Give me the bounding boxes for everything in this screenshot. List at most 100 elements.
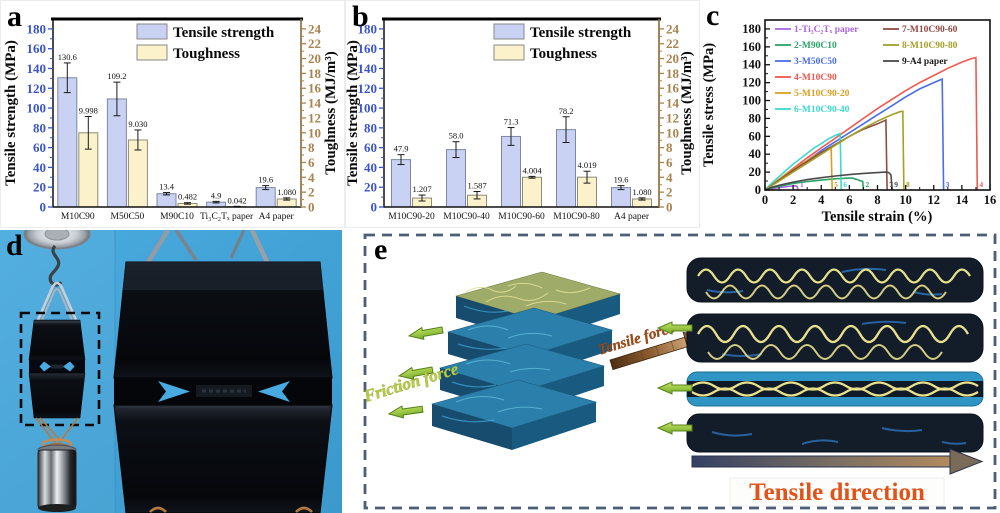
tick-label: 12 <box>928 193 941 207</box>
panel-label-c: c <box>706 0 720 32</box>
panel-label-d: d <box>6 229 23 262</box>
tick-label: 0 <box>371 200 378 215</box>
legend-label-strength: Tensile strength <box>530 25 632 41</box>
mechanism-schematic: Friction force Tensile force <box>362 233 997 510</box>
tick-label: 0 <box>666 200 673 215</box>
y-axis-label-right-a: Toughness (MJ/m³) <box>323 51 339 175</box>
value-label: 9.030 <box>128 119 147 129</box>
legend-label: 2-M90C10 <box>794 41 837 51</box>
legend-label: 9-A4 paper <box>902 57 948 67</box>
value-label: 1.587 <box>467 181 486 191</box>
line-chart-c: 1 2 3 45 6 7 890 2 4 6 8 10 12 14 16020406080100120140… <box>701 19 997 225</box>
tick-label: 14 <box>308 96 322 111</box>
series-end-number: 6 <box>843 180 847 189</box>
legend-label-toughness: Toughness <box>530 46 597 62</box>
tick-label: 22 <box>308 36 321 51</box>
hook-icon <box>48 244 63 287</box>
panel-e-schematic: e <box>362 232 998 511</box>
tick-label: 20 <box>749 165 762 179</box>
tick-label: 24 <box>666 21 680 36</box>
tick-label: 6 <box>846 193 852 207</box>
tick-label: 6 <box>666 155 673 170</box>
layer-stack <box>387 271 622 450</box>
tick-label: 60 <box>33 140 46 155</box>
tick-label: 8 <box>666 140 673 155</box>
tick-label: 16 <box>984 193 997 207</box>
tick-label: 180 <box>27 21 47 36</box>
sample-notch-right-large <box>258 381 290 402</box>
tick-label: 4 <box>666 170 673 185</box>
tick-label: 40 <box>749 147 762 161</box>
copper-string-bits <box>149 506 313 513</box>
tick-label: 0 <box>40 200 47 215</box>
slab-bottom <box>430 379 598 450</box>
legend-label: 4-M10C90 <box>794 73 837 83</box>
tick-label: 8 <box>308 140 315 155</box>
y-axis-label-left-b: Tensile strength (MPa) <box>346 40 361 186</box>
handle-wire-left-2 <box>174 230 198 261</box>
value-label: 19.6 <box>258 175 273 185</box>
value-label: 4.9 <box>211 190 222 200</box>
strip-2 <box>686 313 984 363</box>
series-end-number: 2 <box>865 180 869 189</box>
tick-label: 10 <box>899 193 912 207</box>
tick-label: 2 <box>790 193 796 207</box>
highlight-dashed-box <box>19 311 101 427</box>
handle-wire-right-2 <box>229 230 246 259</box>
value-label: 1.080 <box>632 187 651 197</box>
plot-area: 47.9 1.207 M10C90-20 58.0 1.587 M10C90-40 71.3… <box>388 106 652 222</box>
tick-label: 10 <box>308 125 321 140</box>
legend-label: 6-M10C90-40 <box>794 105 850 115</box>
tensile-direction-label: Tensile direction <box>749 479 925 506</box>
series-line <box>764 56 979 191</box>
bar-strength <box>446 149 466 208</box>
tick-label: 20 <box>364 180 377 195</box>
value-label: 109.2 <box>107 71 126 81</box>
category-label: Ti₃C₂Tₓ paper <box>200 212 254 222</box>
legend-label: 3-M50C50 <box>794 57 837 67</box>
sample-notch-left-large <box>158 381 190 402</box>
series-line <box>764 110 905 191</box>
clip-handle-wire <box>36 281 78 321</box>
tick-label: 20 <box>308 51 321 66</box>
stretched-strips <box>657 257 984 453</box>
value-label: 78.2 <box>559 106 574 116</box>
tick-label: 60 <box>749 129 762 143</box>
strip-1 <box>686 257 984 303</box>
value-label: 47.9 <box>394 144 409 154</box>
legend-swatch-toughness <box>136 44 168 61</box>
tick-label: 40 <box>364 160 377 175</box>
bottom-clip-large <box>113 404 333 513</box>
tick-label: 0 <box>308 200 315 215</box>
tick-label: 120 <box>742 76 761 90</box>
bar-toughness <box>522 176 542 208</box>
legend-label: 8-M10C90-80 <box>902 41 958 51</box>
series-end-number: 8 <box>906 180 910 189</box>
tick-label: 100 <box>27 101 47 116</box>
tick-label: 14 <box>956 193 969 207</box>
value-label: 13.4 <box>159 182 175 192</box>
tick-label: 120 <box>27 81 47 96</box>
y-axis-label-left-a: Tensile strength (MPa) <box>3 40 19 186</box>
weight-cylinder <box>37 449 77 509</box>
legend-b: Tensile strength Toughness <box>493 23 632 62</box>
tick-label: 140 <box>27 61 47 76</box>
bar-strength <box>255 187 276 208</box>
tick-label: 0 <box>762 193 768 207</box>
category-label: M10C90 <box>61 212 95 222</box>
tick-label: 16 <box>308 81 322 96</box>
tick-label: 80 <box>364 120 377 135</box>
strip-3 <box>686 371 984 407</box>
small-scene <box>19 230 101 512</box>
x-axis-label-c: Tensile strain (%) <box>822 209 933 225</box>
value-label: 4.019 <box>577 160 596 170</box>
sample-notch-right <box>63 361 75 372</box>
weight-bottom <box>38 504 76 512</box>
tick-label: 40 <box>33 160 46 175</box>
hanger-hub <box>44 230 70 241</box>
value-label: 58.0 <box>449 131 464 141</box>
panel-label-a: a <box>7 0 22 33</box>
category-label: M10C90-20 <box>388 212 435 222</box>
legend-a: Tensile strength Toughness <box>136 23 275 62</box>
value-label: 130.6 <box>58 52 77 62</box>
